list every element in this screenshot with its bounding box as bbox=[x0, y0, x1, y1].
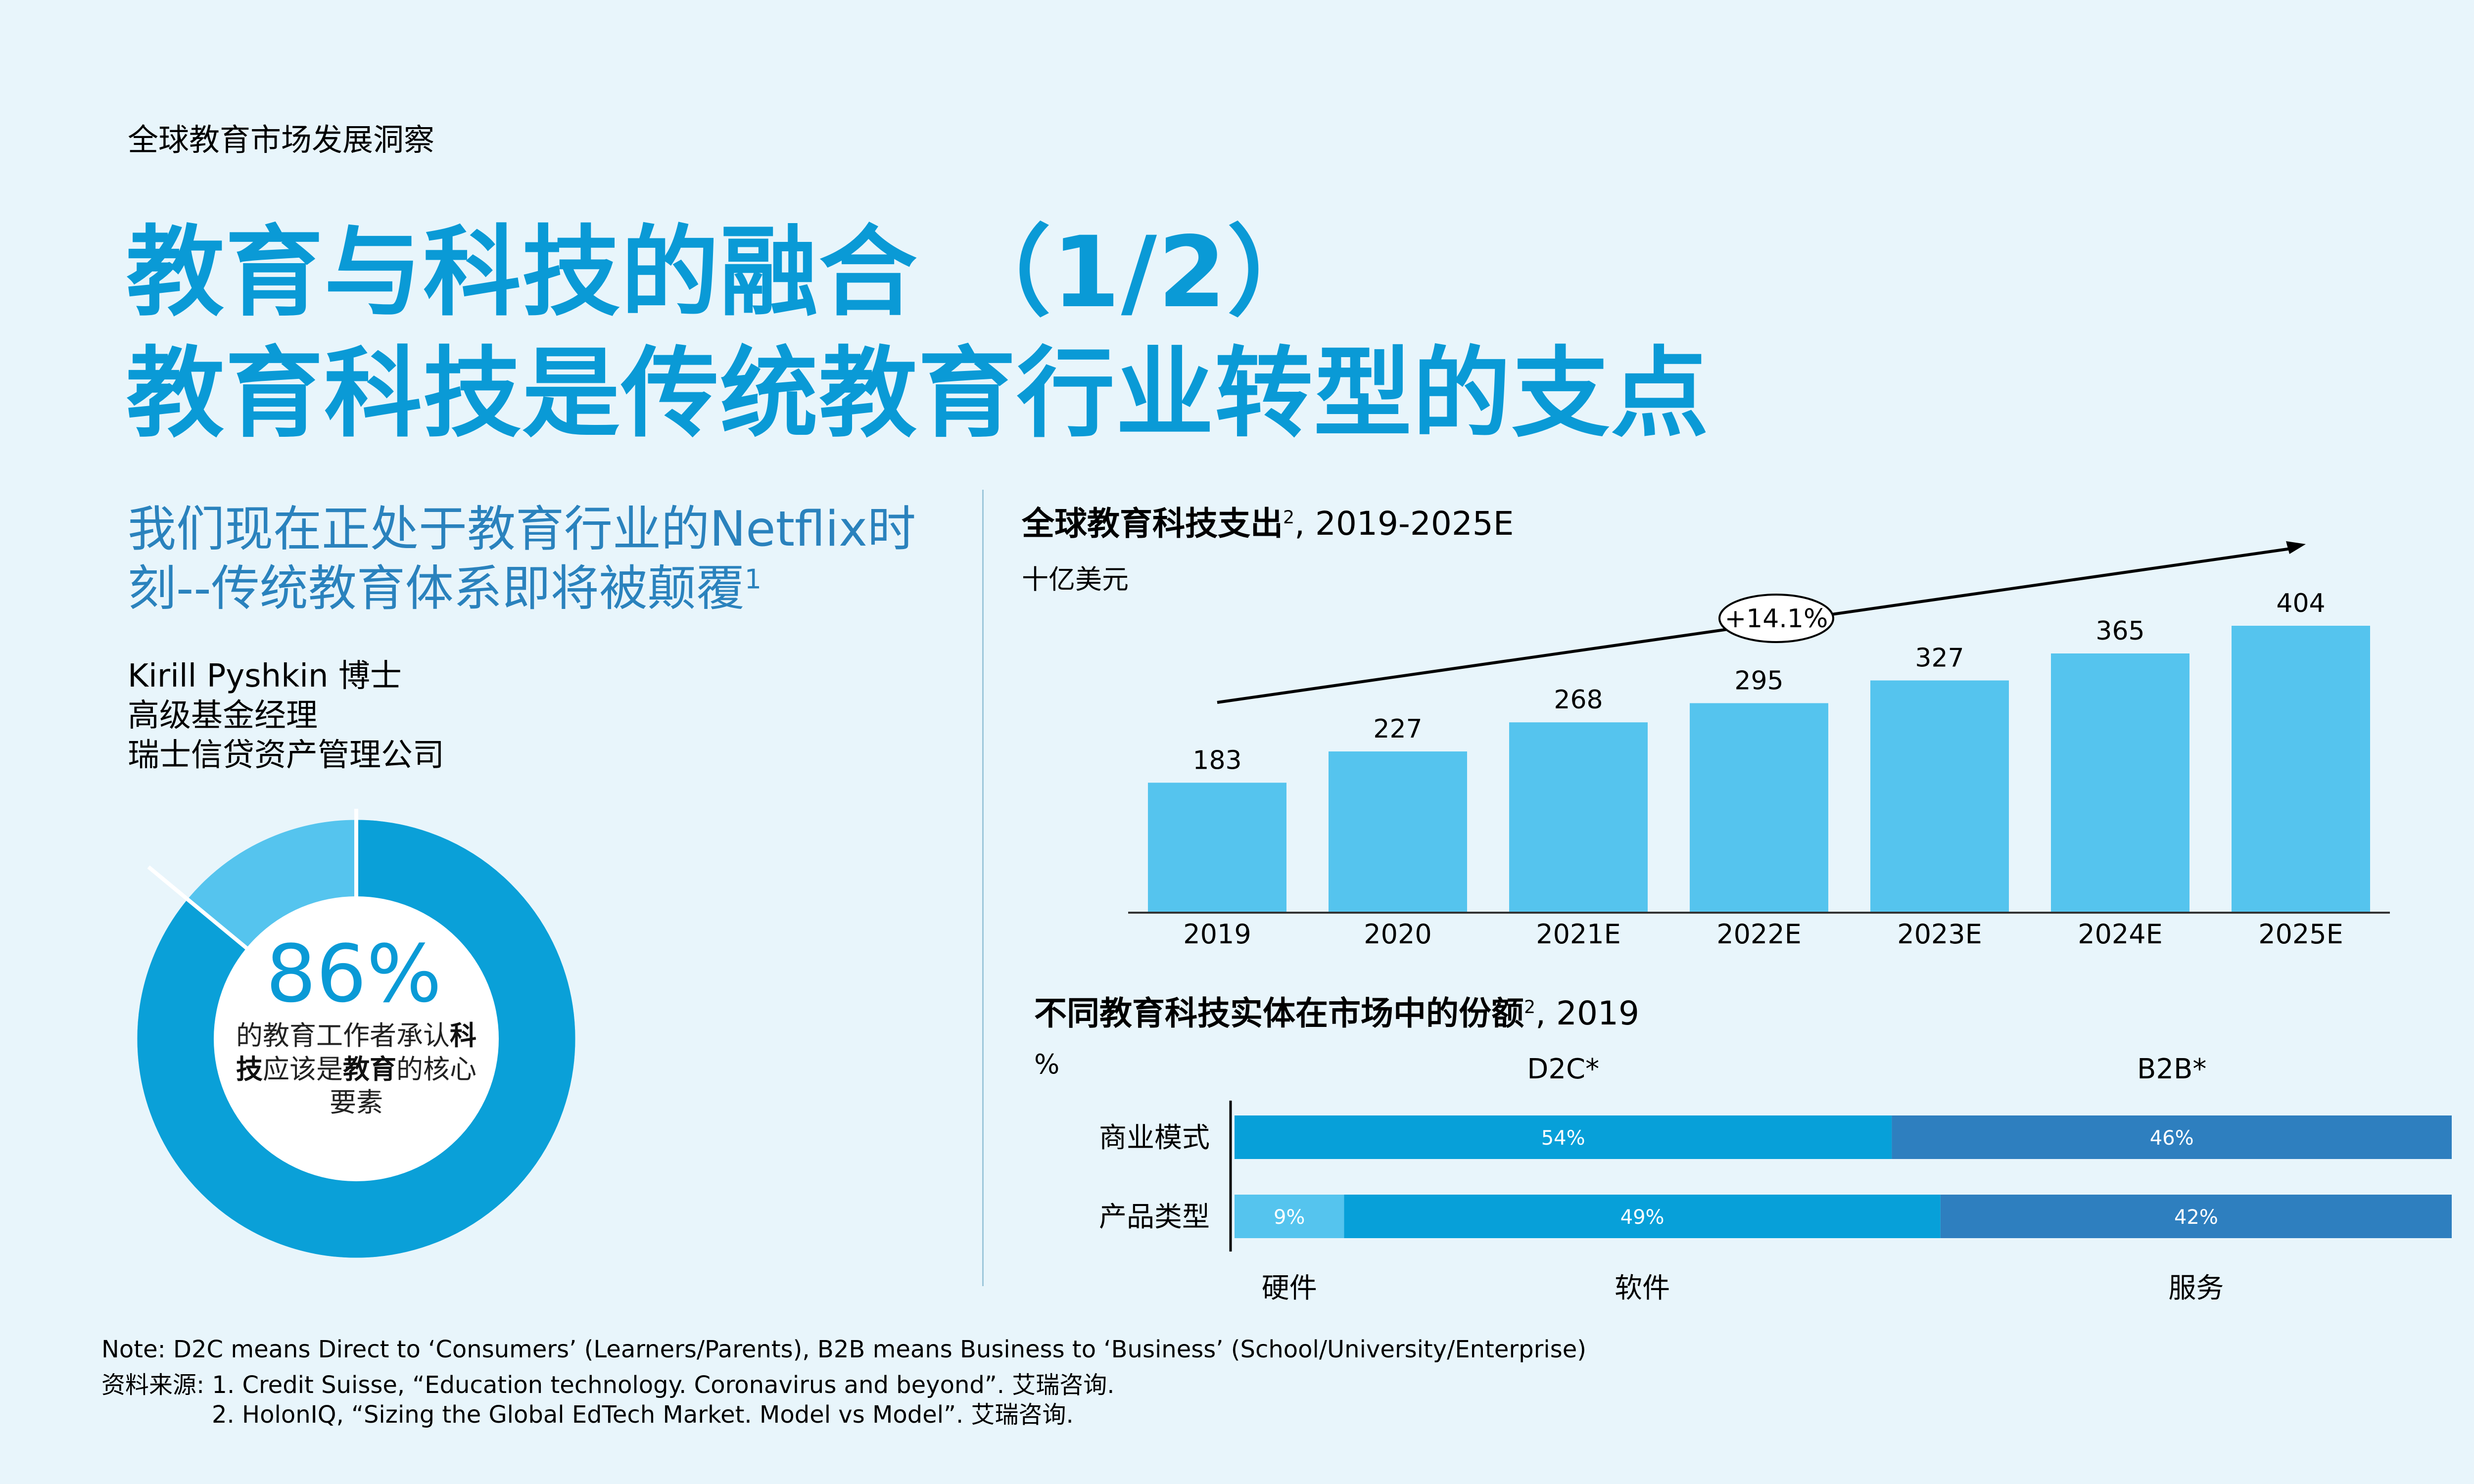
spending-category-label-2023E: 2023E bbox=[1897, 919, 1982, 950]
spending-chart-unit: 十亿美元 bbox=[1022, 564, 1129, 595]
spending-bar-2024E bbox=[2051, 653, 2189, 913]
share-row-label-1: 产品类型 bbox=[1099, 1201, 1210, 1233]
spending-bar-2019 bbox=[1148, 783, 1286, 913]
spending-category-label-2022E: 2022E bbox=[1716, 919, 1802, 950]
breadcrumb: 全球教育市场发展洞察 bbox=[128, 122, 435, 158]
share-segment-0-0 bbox=[1235, 1115, 1892, 1159]
spending-value-label-2024E: 365 bbox=[2095, 616, 2144, 646]
share-chart-title: 不同教育科技实体在市场中的份额2, 2019 bbox=[1034, 987, 1639, 1034]
share-segment-label-1-2: 42% bbox=[2174, 1206, 2218, 1229]
share-segment-name-1: 软件 bbox=[1615, 1272, 1670, 1304]
spending-bar-2025E bbox=[2232, 626, 2370, 913]
donut-desc-1: 的教育工作者承认 bbox=[236, 1020, 450, 1051]
spending-value-label-2023E: 327 bbox=[1915, 644, 1964, 673]
spending-category-label-2020: 2020 bbox=[1364, 919, 1431, 950]
donut-separator-end bbox=[147, 865, 249, 951]
speaker-name: Kirill Pyshkin 博士 bbox=[128, 658, 402, 695]
spending-value-label-2020: 227 bbox=[1373, 714, 1422, 744]
donut-desc-bold-2: 教育 bbox=[343, 1053, 396, 1085]
share-column-header-0: D2C* bbox=[1527, 1053, 1599, 1085]
footnote-source-2: 2. HolonIQ, “Sizing the Global EdTech Ma… bbox=[212, 1401, 1074, 1429]
share-segment-1-1 bbox=[1344, 1195, 1941, 1238]
share-chart-title-text: 不同教育科技实体在市场中的份额 bbox=[1034, 994, 1524, 1032]
speaker-role: 高级基金经理 bbox=[128, 697, 318, 734]
donut-description: 的教育工作者承认科技应该是教育的核心要素 bbox=[225, 1019, 487, 1119]
cagr-arrow-head bbox=[2286, 541, 2306, 554]
quote-footnote-mark: 1 bbox=[744, 563, 762, 595]
share-segment-name-2: 服务 bbox=[2168, 1272, 2224, 1304]
spending-chart-title-sup: 2 bbox=[1283, 507, 1295, 528]
share-segment-label-1-0: 9% bbox=[1274, 1206, 1305, 1229]
share-segment-label-1-1: 49% bbox=[1620, 1206, 1665, 1229]
footnote-note: Note: D2C means Direct to ‘Consumers’ (L… bbox=[101, 1336, 1586, 1363]
spending-value-label-2025E: 404 bbox=[2276, 589, 2325, 618]
footnote-source-1: 资料来源: 1. Credit Suisse, “Education techn… bbox=[101, 1371, 1115, 1399]
share-segment-0-1 bbox=[1892, 1115, 2452, 1159]
share-segment-label-0-1: 46% bbox=[2150, 1127, 2194, 1150]
spending-bar-2021E bbox=[1509, 722, 1648, 913]
spending-chart-title-rest: , 2019-2025E bbox=[1294, 505, 1514, 543]
share-segment-label-0-0: 54% bbox=[1541, 1127, 1585, 1150]
share-stacked-bar-chart: D2C* B2B* 商业模式 54% 46% 产品类型 9% 硬件 49% 软件 42% 服务 bbox=[1099, 1053, 2452, 1304]
spending-category-label-2025E: 2025E bbox=[2258, 919, 2343, 950]
page-title-line-2: 教育科技是传统教育行业转型的支点 bbox=[126, 336, 1710, 451]
cagr-label-ellipse bbox=[1718, 594, 1834, 643]
spending-bar-chart: 183 2019 227 2020 268 2021E 295 2022E 327 2023E 36… bbox=[1128, 541, 2390, 950]
spending-category-label-2021E: 2021E bbox=[1536, 919, 1621, 950]
donut-value: 86% bbox=[266, 928, 442, 1020]
donut-inner bbox=[214, 896, 499, 1181]
spending-bar-2020 bbox=[1329, 751, 1467, 913]
donut-chart bbox=[137, 809, 575, 1258]
speaker-company: 瑞士信贷资产管理公司 bbox=[128, 737, 444, 774]
share-chart-title-rest: , 2019 bbox=[1535, 994, 1640, 1032]
quote-line-2: 刻--传统教育体系即将被颠覆1 bbox=[128, 549, 761, 619]
share-chart-title-sup: 2 bbox=[1524, 996, 1536, 1018]
quote-line-1: 我们现在正处于教育行业的Netflix时 bbox=[128, 501, 916, 557]
quote-line-2-text: 刻--传统教育体系即将被颠覆 bbox=[128, 560, 745, 617]
spending-bar-2022E bbox=[1690, 703, 1828, 913]
donut-desc-bold-1: 科技 bbox=[236, 1020, 476, 1085]
share-chart-unit: % bbox=[1034, 1049, 1060, 1080]
page-title-line-1: 教育与科技的融合 （1/2） bbox=[126, 215, 1326, 329]
share-column-header-1: B2B* bbox=[2137, 1053, 2206, 1085]
share-segment-1-0 bbox=[1235, 1195, 1344, 1238]
spending-value-label-2021E: 268 bbox=[1554, 685, 1603, 715]
share-segment-1-2 bbox=[1940, 1195, 2452, 1238]
cagr-label: +14.1% bbox=[1725, 604, 1828, 634]
spending-chart-title-text: 全球教育科技支出 bbox=[1022, 505, 1283, 543]
spending-value-label-2022E: 295 bbox=[1734, 666, 1783, 696]
column-divider bbox=[982, 490, 984, 1286]
share-segment-name-0: 硬件 bbox=[1262, 1272, 1317, 1304]
donut-desc-2: 应该是 bbox=[263, 1053, 343, 1085]
spending-category-label-2024E: 2024E bbox=[2078, 919, 2163, 950]
share-row-label-0: 商业模式 bbox=[1099, 1122, 1210, 1154]
donut-desc-3: 的核心要素 bbox=[330, 1053, 476, 1118]
spending-bar-2023E bbox=[1870, 680, 2009, 913]
spending-category-label-2019: 2019 bbox=[1183, 919, 1251, 950]
spending-value-label-2019: 183 bbox=[1192, 745, 1241, 775]
spending-chart-title: 全球教育科技支出2, 2019-2025E bbox=[1022, 497, 1514, 545]
